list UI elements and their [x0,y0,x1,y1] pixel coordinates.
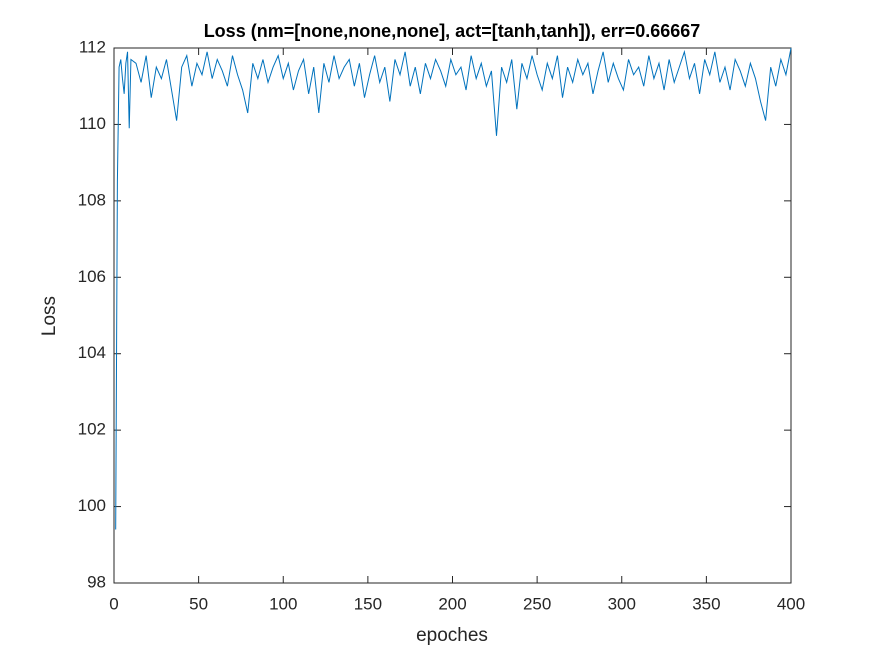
chart-title: Loss (nm=[none,none,none], act=[tanh,tan… [204,21,701,41]
y-tick-label: 108 [78,190,106,209]
x-axis-label: epoches [416,625,488,646]
loss-line [115,47,792,530]
x-tick-label: 200 [438,594,466,613]
x-tick-label: 50 [189,594,208,613]
y-tick-label: 102 [78,420,106,439]
x-tick-label: 250 [523,594,551,613]
x-tick-label: 100 [269,594,297,613]
x-tick-label: 400 [777,594,805,613]
x-tick-label: 0 [109,594,118,613]
y-tick-label: 112 [79,37,106,56]
y-tick-label: 110 [79,114,106,133]
y-tick-label: 100 [78,496,106,515]
y-tick-label: 104 [78,343,106,362]
x-tick-label: 350 [692,594,720,613]
y-axis-label: Loss [39,296,60,336]
x-tick-label: 300 [608,594,636,613]
y-tick-label: 106 [78,267,106,286]
y-tick-label: 98 [87,572,106,591]
x-tick-label: 150 [354,594,382,613]
